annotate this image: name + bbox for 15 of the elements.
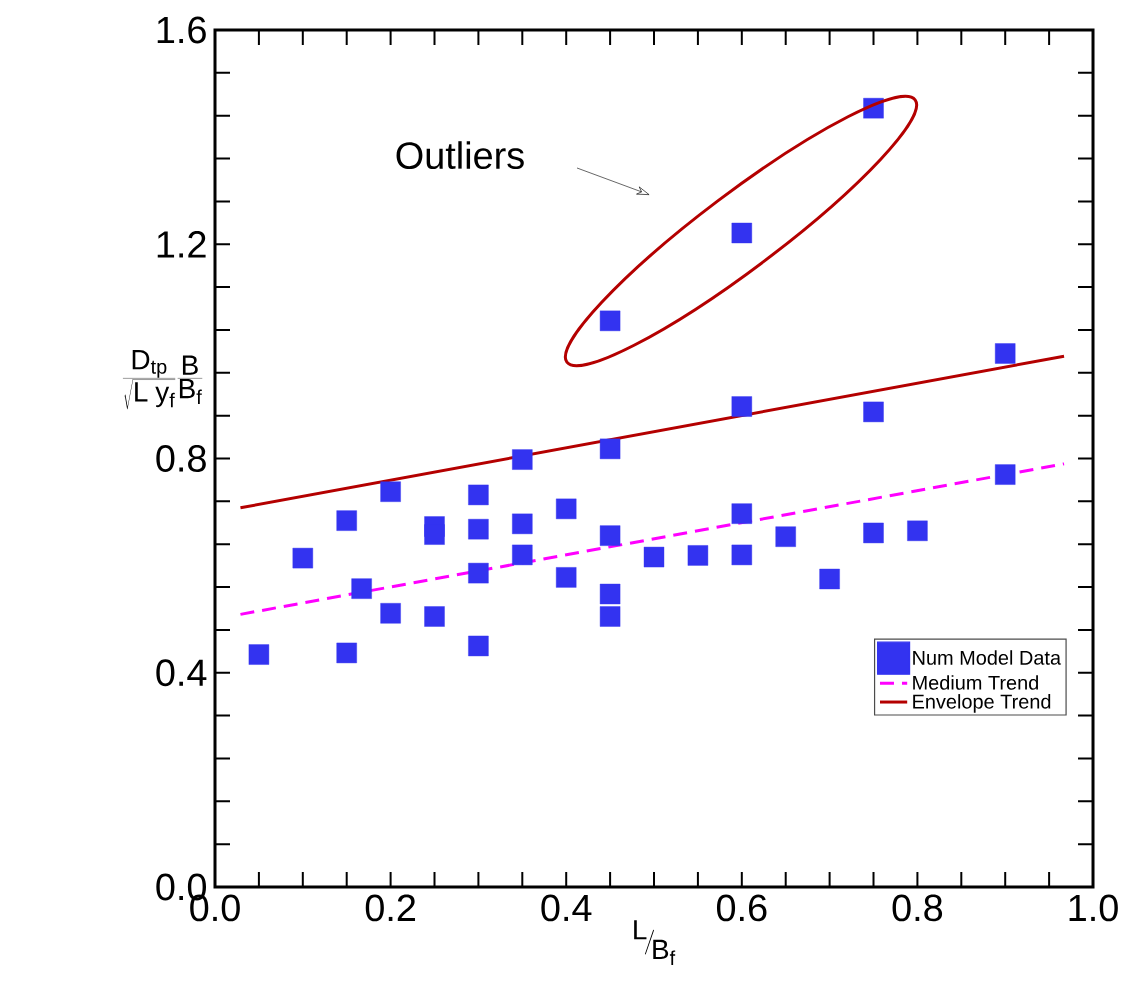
x-tick-label: 0.2: [365, 894, 416, 922]
y-axis-title: $\frac{\mathrm{D_{tp}}}{\sqrt{\mathrm{L\;y_f}}}\frac{\mathrm{B}}{\mathrm{B_f}}$: [122, 350, 203, 410]
y-tick-label: 1.2: [157, 231, 206, 258]
legend-label: Envelope Trend: [913, 694, 1051, 713]
x-tick-label: 1.0: [1069, 894, 1118, 922]
annotation: Outliers: [396, 141, 524, 170]
y-tick-label: 0.8: [156, 445, 206, 472]
x-tick-label: 0.4: [541, 894, 592, 922]
y-tick-label: 1.6: [157, 16, 206, 44]
x-tick-label: 0.8: [892, 894, 943, 922]
x-tick-label: 0.6: [716, 894, 767, 922]
legend-label: Num Model Data: [913, 650, 1062, 665]
x-axis-title: ${}^{\mathrm{L}}\!\big/_{\!\mathrm{B_f}}$: [634, 920, 676, 965]
y-tick-label: 0.4: [156, 659, 207, 687]
legend-label: Medium Trend: [913, 675, 1038, 690]
